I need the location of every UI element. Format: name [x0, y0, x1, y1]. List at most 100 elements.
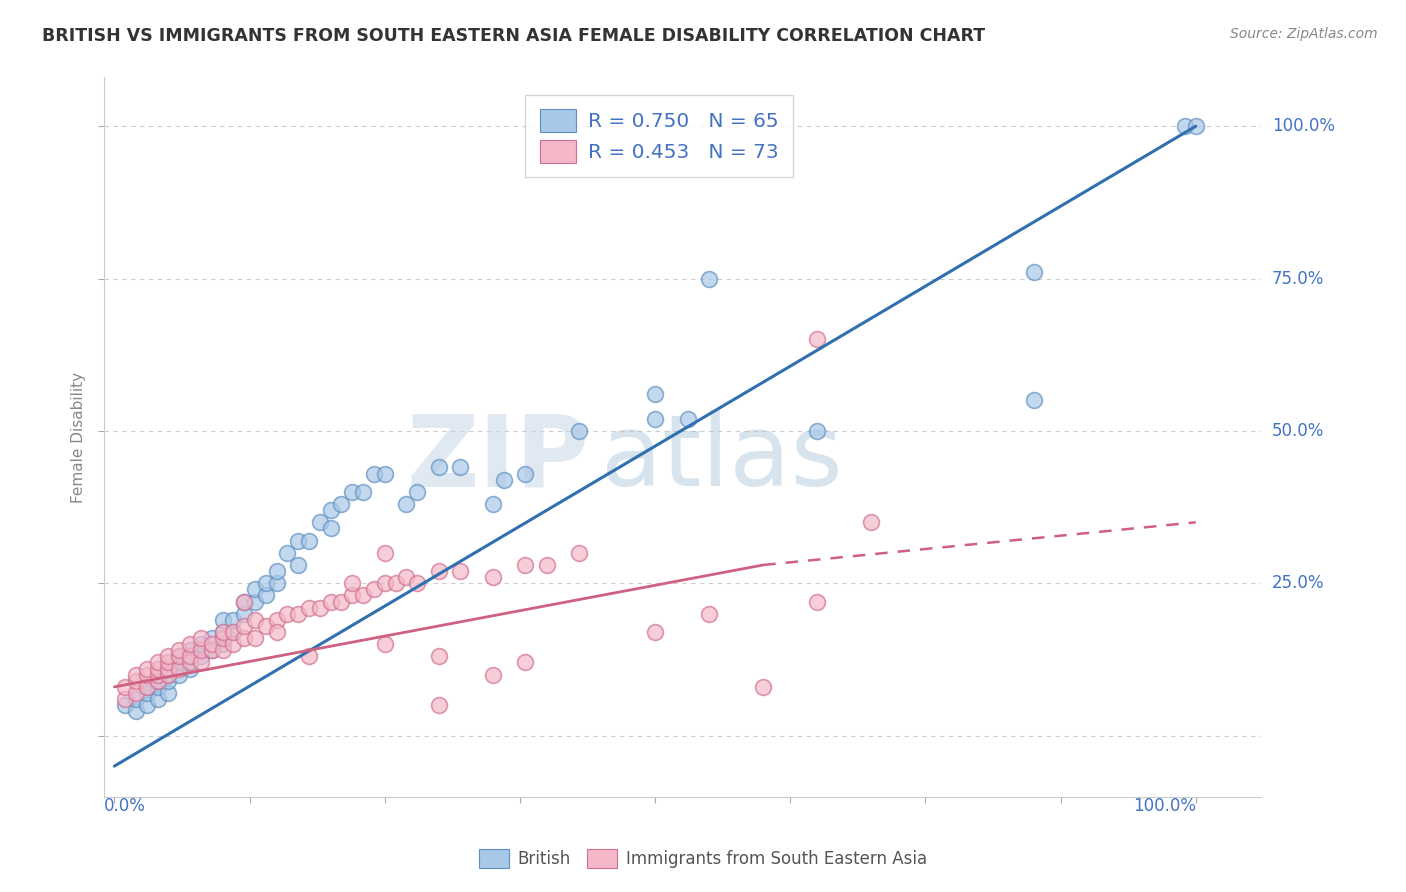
Point	[243, 582, 266, 597]
Point	[146, 662, 169, 676]
Point	[298, 533, 321, 548]
Point	[482, 570, 505, 584]
Point	[309, 516, 332, 530]
Text: 100.0%: 100.0%	[1272, 117, 1334, 136]
Point	[287, 607, 309, 621]
Point	[266, 564, 288, 578]
Point	[1184, 119, 1206, 133]
Point	[211, 625, 233, 640]
Point	[125, 692, 148, 706]
Point	[222, 613, 245, 627]
Point	[374, 637, 396, 651]
Point	[135, 680, 157, 694]
Text: 25.0%: 25.0%	[1272, 574, 1324, 592]
Text: Source: ZipAtlas.com: Source: ZipAtlas.com	[1230, 27, 1378, 41]
Point	[363, 582, 385, 597]
Point	[201, 631, 224, 645]
Point	[233, 619, 256, 633]
Point	[319, 503, 342, 517]
Point	[222, 625, 245, 640]
Point	[201, 643, 224, 657]
Point	[254, 576, 277, 591]
Point	[515, 467, 537, 481]
Point	[319, 594, 342, 608]
Point	[254, 619, 277, 633]
Point	[243, 631, 266, 645]
Point	[190, 643, 212, 657]
Point	[342, 484, 364, 499]
Y-axis label: Female Disability: Female Disability	[72, 371, 86, 502]
Point	[211, 631, 233, 645]
Point	[427, 564, 450, 578]
Point	[211, 643, 233, 657]
Point	[211, 625, 233, 640]
Point	[146, 692, 169, 706]
Point	[190, 649, 212, 664]
Point	[190, 656, 212, 670]
Point	[492, 473, 515, 487]
Point	[1174, 119, 1197, 133]
Point	[342, 576, 364, 591]
Point	[169, 662, 191, 676]
Point	[482, 497, 505, 511]
Text: 75.0%: 75.0%	[1272, 269, 1324, 287]
Text: 0.0%: 0.0%	[104, 797, 145, 814]
Point	[157, 673, 180, 688]
Point	[146, 656, 169, 670]
Text: ZIP: ZIP	[406, 410, 589, 507]
Point	[114, 692, 136, 706]
Point	[157, 656, 180, 670]
Point	[1022, 265, 1045, 279]
Point	[157, 662, 180, 676]
Point	[179, 649, 201, 664]
Point	[169, 649, 191, 664]
Point	[374, 546, 396, 560]
Point	[342, 589, 364, 603]
Point	[179, 649, 201, 664]
Point	[276, 607, 298, 621]
Point	[146, 667, 169, 681]
Point	[125, 673, 148, 688]
Point	[309, 600, 332, 615]
Point	[568, 424, 591, 438]
Point	[536, 558, 558, 572]
Point	[135, 662, 157, 676]
Point	[752, 680, 775, 694]
Point	[179, 637, 201, 651]
Point	[266, 613, 288, 627]
Legend: British, Immigrants from South Eastern Asia: British, Immigrants from South Eastern A…	[472, 843, 934, 875]
Point	[157, 686, 180, 700]
Point	[406, 484, 429, 499]
Point	[427, 460, 450, 475]
Point	[374, 467, 396, 481]
Point	[676, 411, 699, 425]
Text: 100.0%: 100.0%	[1133, 797, 1195, 814]
Point	[276, 546, 298, 560]
Point	[243, 613, 266, 627]
Point	[384, 576, 406, 591]
Point	[157, 649, 180, 664]
Point	[169, 649, 191, 664]
Point	[125, 667, 148, 681]
Point	[287, 558, 309, 572]
Point	[568, 546, 591, 560]
Point	[211, 637, 233, 651]
Point	[201, 637, 224, 651]
Point	[697, 271, 720, 285]
Point	[427, 649, 450, 664]
Point	[233, 594, 256, 608]
Point	[352, 589, 374, 603]
Point	[135, 680, 157, 694]
Legend: R = 0.750   N = 65, R = 0.453   N = 73: R = 0.750 N = 65, R = 0.453 N = 73	[526, 95, 793, 178]
Point	[169, 667, 191, 681]
Point	[515, 656, 537, 670]
Point	[644, 387, 666, 401]
Point	[179, 643, 201, 657]
Point	[233, 594, 256, 608]
Point	[157, 667, 180, 681]
Point	[395, 497, 418, 511]
Point	[395, 570, 418, 584]
Point	[427, 698, 450, 713]
Point	[190, 637, 212, 651]
Point	[179, 656, 201, 670]
